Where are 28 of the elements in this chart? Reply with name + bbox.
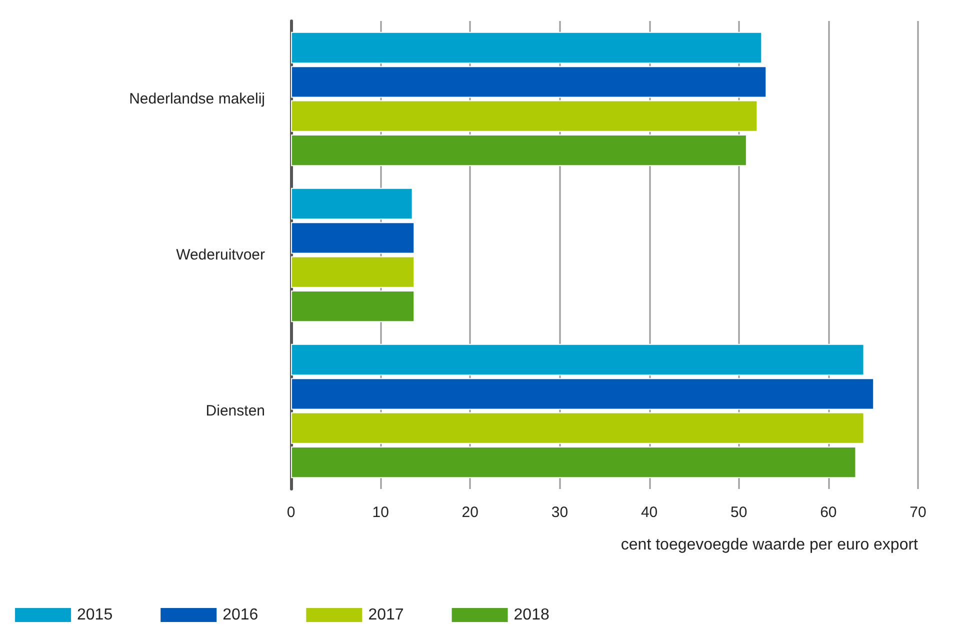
bar (291, 222, 415, 254)
bar (291, 66, 767, 98)
y-tick-label: Wederuitvoer (176, 246, 265, 264)
bar (291, 412, 864, 444)
bar (291, 188, 413, 220)
bar (291, 378, 874, 410)
x-tick-label: 50 (730, 504, 748, 521)
x-tick-label: 30 (551, 504, 568, 521)
bar (291, 256, 415, 288)
bar (291, 446, 856, 478)
bar (291, 32, 762, 64)
y-tick-label: Nederlandse makelij (129, 90, 265, 108)
legend-label: 2015 (77, 606, 113, 624)
bar (291, 134, 747, 166)
legend-label: 2018 (514, 606, 550, 624)
bar (291, 344, 864, 376)
y-tick-label: Diensten (206, 402, 265, 420)
x-tick-label: 60 (820, 504, 837, 521)
x-tick-label: 0 (286, 504, 296, 521)
x-tick-label: 10 (372, 504, 389, 521)
legend-label: 2017 (368, 606, 404, 624)
legend-label: 2016 (222, 606, 258, 624)
x-tick-label: 70 (910, 504, 926, 521)
x-tick-label: 40 (640, 504, 658, 521)
x-axis-title: cent toegevoegde waarde per euro export (620, 536, 919, 554)
bar (291, 100, 758, 132)
x-tick-label: 20 (462, 504, 478, 521)
bar (291, 290, 415, 322)
